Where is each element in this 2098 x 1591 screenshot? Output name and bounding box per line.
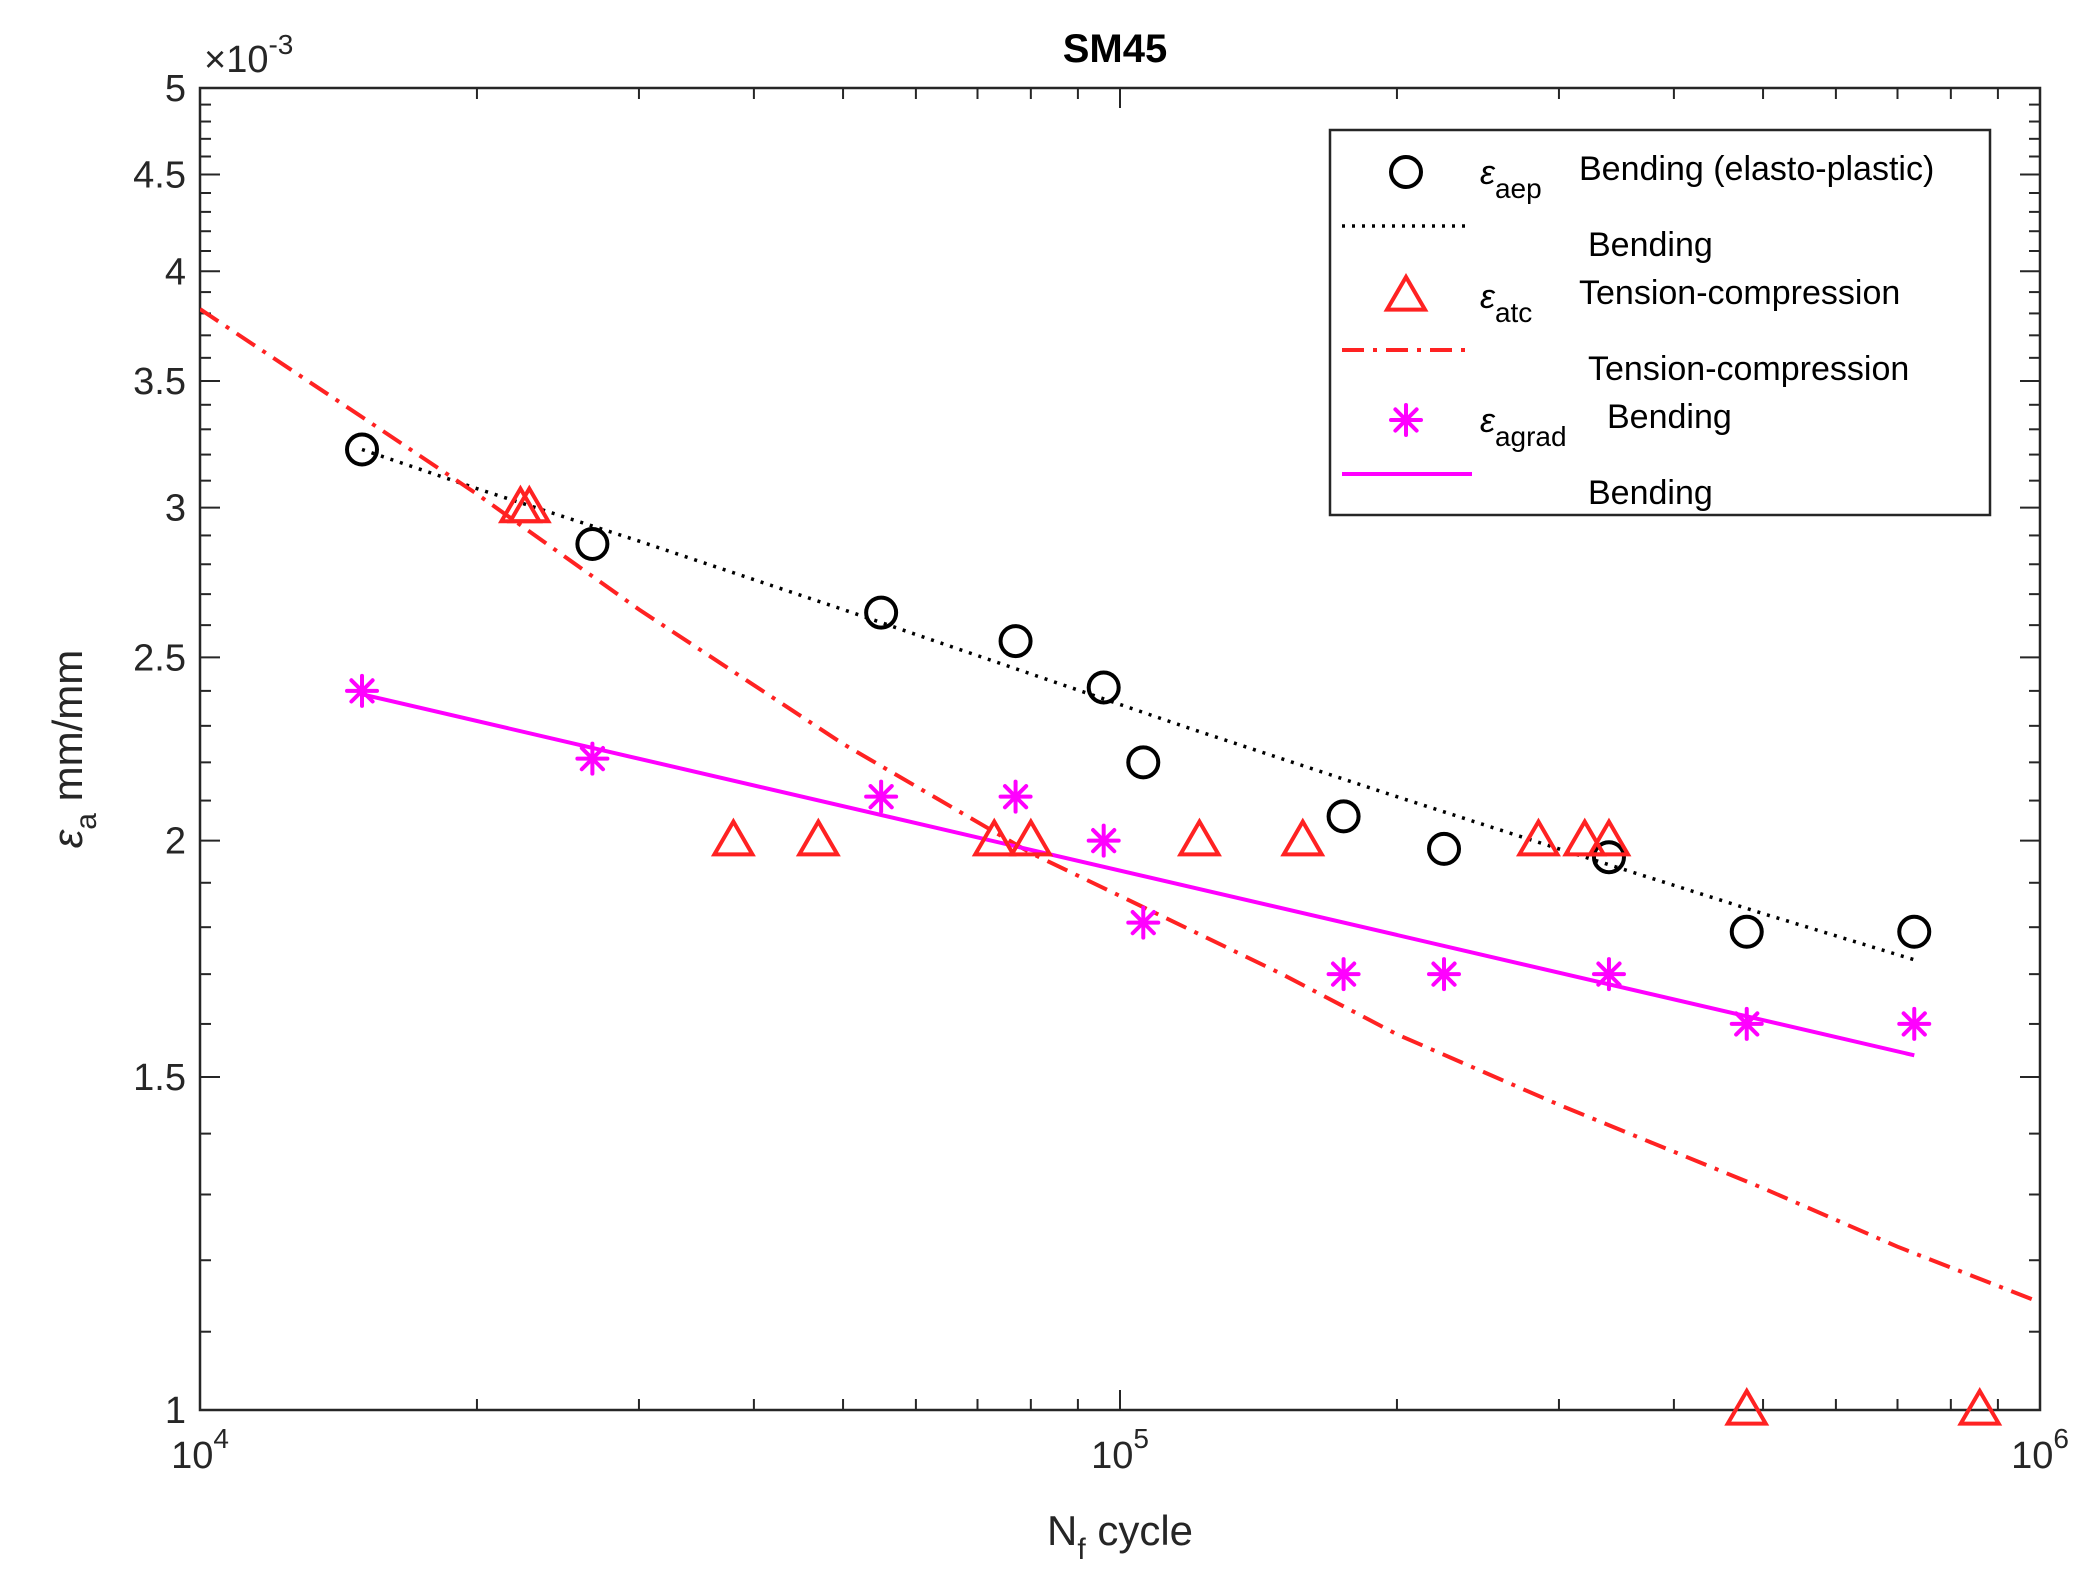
data-point bbox=[575, 526, 610, 561]
series-markers-2 bbox=[497, 484, 2003, 1426]
data-point bbox=[1126, 745, 1161, 780]
legend-item: εaep Bending (elasto-plastic) bbox=[1389, 150, 1934, 204]
data-point bbox=[864, 595, 899, 630]
data-point bbox=[795, 817, 841, 857]
legend-box bbox=[1328, 128, 1992, 517]
legend-item: Bending bbox=[1342, 224, 1713, 264]
y-tick-label: 1 bbox=[165, 1390, 186, 1432]
data-point bbox=[1729, 1006, 1764, 1041]
y-tick-label: 2 bbox=[165, 821, 186, 863]
legend-label: Bending (elasto-plastic) bbox=[1579, 150, 1934, 188]
legend: εaep Bending (elasto-plastic) Bending εatc T… bbox=[1328, 128, 1992, 517]
axes: 104 105 106 1 1.5 2 2.5 3 3.5 4 4.5 5 ×10-3 Nf cycle ε… bbox=[44, 29, 2069, 1566]
x-axis-label: Nf cycle bbox=[1047, 1507, 1193, 1566]
legend-marker bbox=[1389, 155, 1423, 189]
y-tick-label: 2.5 bbox=[133, 637, 186, 679]
data-point bbox=[1591, 840, 1626, 875]
data-point bbox=[1326, 799, 1361, 834]
x-tick-label: 105 bbox=[1091, 1423, 1149, 1477]
data-point bbox=[1008, 817, 1054, 857]
data-point bbox=[1326, 957, 1361, 992]
y-tick-label: 4 bbox=[165, 251, 186, 293]
legend-item: Tension-compression bbox=[1342, 348, 1909, 388]
y-tick-label: 3.5 bbox=[133, 361, 186, 403]
series-markers-4 bbox=[345, 673, 1932, 1041]
y-tick-label: 1.5 bbox=[133, 1057, 186, 1099]
data-point bbox=[1427, 831, 1462, 866]
y-tick-label: 4.5 bbox=[133, 155, 186, 197]
x-tick-label: 104 bbox=[171, 1423, 229, 1477]
data-point bbox=[998, 779, 1033, 814]
data-point bbox=[971, 817, 1017, 857]
legend-symbol: εatc bbox=[1480, 278, 1532, 328]
data-point bbox=[506, 484, 552, 524]
y-tick-label: 5 bbox=[165, 68, 186, 110]
data-point bbox=[1280, 817, 1326, 857]
series-markers-0 bbox=[345, 432, 1932, 949]
data-point bbox=[710, 817, 756, 857]
data-point bbox=[864, 779, 899, 814]
data-point bbox=[1591, 957, 1626, 992]
legend-label: Tension-compression bbox=[1588, 350, 1909, 388]
chart-title: SM45 bbox=[1063, 27, 1168, 71]
legend-label: Bending bbox=[1588, 226, 1713, 264]
data-point bbox=[1897, 1006, 1932, 1041]
series-layer bbox=[200, 307, 2040, 1426]
legend-marker bbox=[1389, 403, 1423, 437]
data-point bbox=[998, 624, 1033, 659]
data-point bbox=[1086, 670, 1121, 705]
legend-label: Bending bbox=[1588, 474, 1713, 512]
data-point bbox=[1176, 817, 1222, 857]
y-axis-label: εa mm/mm bbox=[44, 650, 103, 848]
data-point bbox=[575, 741, 610, 776]
y-exponent-label: ×10-3 bbox=[204, 29, 293, 81]
data-point bbox=[1897, 914, 1932, 949]
data-point bbox=[1729, 914, 1764, 949]
data-point bbox=[1724, 1387, 1770, 1426]
legend-symbol: εaep bbox=[1480, 154, 1542, 204]
data-point bbox=[1515, 817, 1561, 857]
legend-item: εatc Tension-compression bbox=[1383, 273, 1900, 328]
legend-label: Tension-compression bbox=[1579, 274, 1900, 312]
data-point bbox=[1957, 1387, 2003, 1426]
data-point bbox=[1427, 957, 1462, 992]
plot-frame bbox=[198, 86, 2042, 1412]
legend-symbol: εagrad bbox=[1480, 402, 1567, 452]
legend-item: Bending bbox=[1342, 472, 1713, 512]
data-point bbox=[1586, 817, 1632, 857]
legend-item: εagrad Bending bbox=[1389, 398, 1732, 452]
data-point bbox=[1562, 817, 1608, 857]
data-point bbox=[1126, 905, 1161, 940]
y-tick-label: 3 bbox=[165, 488, 186, 530]
data-point bbox=[1086, 823, 1121, 858]
x-tick-label: 106 bbox=[2011, 1423, 2069, 1477]
data-point bbox=[345, 673, 380, 708]
legend-label: Bending bbox=[1607, 398, 1732, 436]
series-line-5 bbox=[361, 692, 1915, 1058]
data-point bbox=[345, 432, 380, 467]
legend-marker bbox=[1383, 273, 1429, 312]
